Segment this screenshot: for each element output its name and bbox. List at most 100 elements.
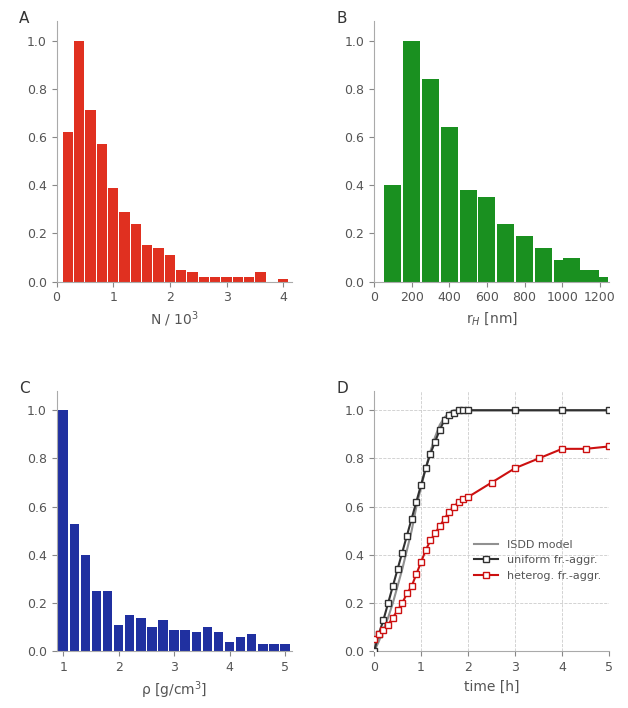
uniform fr.-aggr. (389, 582, 396, 590)
ISDD model (460, 406, 467, 414)
heterog. fr.-aggr. (464, 493, 472, 501)
Bar (58, 410, 68, 651)
Bar (158, 620, 168, 651)
heterog. fr.-aggr. (535, 455, 543, 463)
Bar (147, 627, 156, 651)
heterog. fr.-aggr. (380, 625, 387, 634)
heterog. fr.-aggr. (582, 445, 590, 453)
uniform fr.-aggr. (436, 426, 443, 434)
ISDD model (380, 625, 387, 634)
Bar (384, 185, 401, 282)
Bar (563, 258, 580, 282)
Bar (136, 617, 146, 651)
heterog. fr.-aggr. (605, 442, 613, 451)
heterog. fr.-aggr. (422, 546, 430, 554)
Bar (280, 644, 290, 651)
ISDD model (431, 433, 439, 441)
Bar (187, 272, 198, 282)
ISDD model (441, 413, 448, 422)
Bar (221, 277, 232, 282)
ISDD model (371, 647, 378, 656)
Bar (198, 277, 209, 282)
uniform fr.-aggr. (605, 406, 613, 414)
ISDD model (394, 582, 401, 590)
heterog. fr.-aggr. (403, 589, 411, 598)
uniform fr.-aggr. (441, 416, 448, 424)
Bar (153, 248, 164, 282)
heterog. fr.-aggr. (398, 599, 406, 607)
Bar (176, 270, 187, 282)
heterog. fr.-aggr. (441, 515, 448, 523)
Bar (74, 40, 84, 282)
heterog. fr.-aggr. (384, 621, 392, 629)
X-axis label: time [h]: time [h] (464, 680, 519, 694)
heterog. fr.-aggr. (455, 498, 462, 506)
uniform fr.-aggr. (445, 411, 453, 419)
Bar (278, 279, 288, 282)
Text: D: D (337, 381, 348, 396)
heterog. fr.-aggr. (426, 536, 434, 544)
Bar (592, 277, 609, 282)
uniform fr.-aggr. (450, 409, 458, 417)
Bar (103, 591, 112, 651)
ISDD model (398, 565, 406, 573)
Bar (214, 632, 223, 651)
ISDD model (455, 406, 462, 414)
Bar (479, 198, 495, 282)
X-axis label: ρ [g/cm$^3$]: ρ [g/cm$^3$] (141, 680, 207, 701)
heterog. fr.-aggr. (394, 606, 401, 615)
ISDD model (384, 613, 392, 622)
Bar (422, 79, 439, 282)
uniform fr.-aggr. (558, 406, 566, 414)
uniform fr.-aggr. (413, 498, 420, 506)
Bar (497, 224, 514, 282)
heterog. fr.-aggr. (408, 582, 415, 590)
uniform fr.-aggr. (460, 406, 467, 414)
Line: heterog. fr.-aggr.: heterog. fr.-aggr. (371, 444, 612, 642)
Bar (70, 524, 79, 651)
uniform fr.-aggr. (455, 406, 462, 414)
ISDD model (389, 599, 396, 607)
Bar (441, 127, 458, 282)
heterog. fr.-aggr. (488, 479, 495, 487)
Bar (535, 248, 552, 282)
Bar (244, 277, 254, 282)
ISDD model (558, 406, 566, 414)
Text: C: C (19, 381, 30, 396)
Legend: ISDD model, uniform fr.-aggr., heterog. fr.-aggr.: ISDD model, uniform fr.-aggr., heterog. … (472, 537, 604, 583)
Bar (142, 246, 153, 282)
Bar (210, 277, 220, 282)
Bar (80, 555, 90, 651)
Bar (108, 188, 119, 282)
uniform fr.-aggr. (398, 548, 406, 556)
Bar (97, 144, 107, 282)
Bar (460, 190, 477, 282)
Bar (554, 260, 571, 282)
Bar (180, 629, 190, 651)
Text: B: B (337, 11, 347, 25)
heterog. fr.-aggr. (450, 503, 458, 511)
Bar (92, 591, 101, 651)
heterog. fr.-aggr. (389, 613, 396, 622)
X-axis label: r$_H$ [nm]: r$_H$ [nm] (465, 310, 517, 326)
ISDD model (605, 406, 613, 414)
ISDD model (375, 637, 382, 646)
uniform fr.-aggr. (431, 438, 439, 446)
heterog. fr.-aggr. (417, 558, 425, 566)
Bar (573, 270, 590, 282)
uniform fr.-aggr. (422, 464, 430, 472)
heterog. fr.-aggr. (375, 630, 382, 639)
ISDD model (464, 406, 472, 414)
uniform fr.-aggr. (371, 647, 378, 656)
heterog. fr.-aggr. (436, 522, 443, 530)
ISDD model (511, 406, 519, 414)
Bar (165, 255, 175, 282)
heterog. fr.-aggr. (445, 507, 453, 515)
Bar (131, 224, 141, 282)
Bar (170, 629, 179, 651)
uniform fr.-aggr. (375, 630, 382, 639)
uniform fr.-aggr. (384, 599, 392, 607)
Bar (119, 212, 130, 282)
ISDD model (408, 527, 415, 535)
uniform fr.-aggr. (403, 532, 411, 540)
